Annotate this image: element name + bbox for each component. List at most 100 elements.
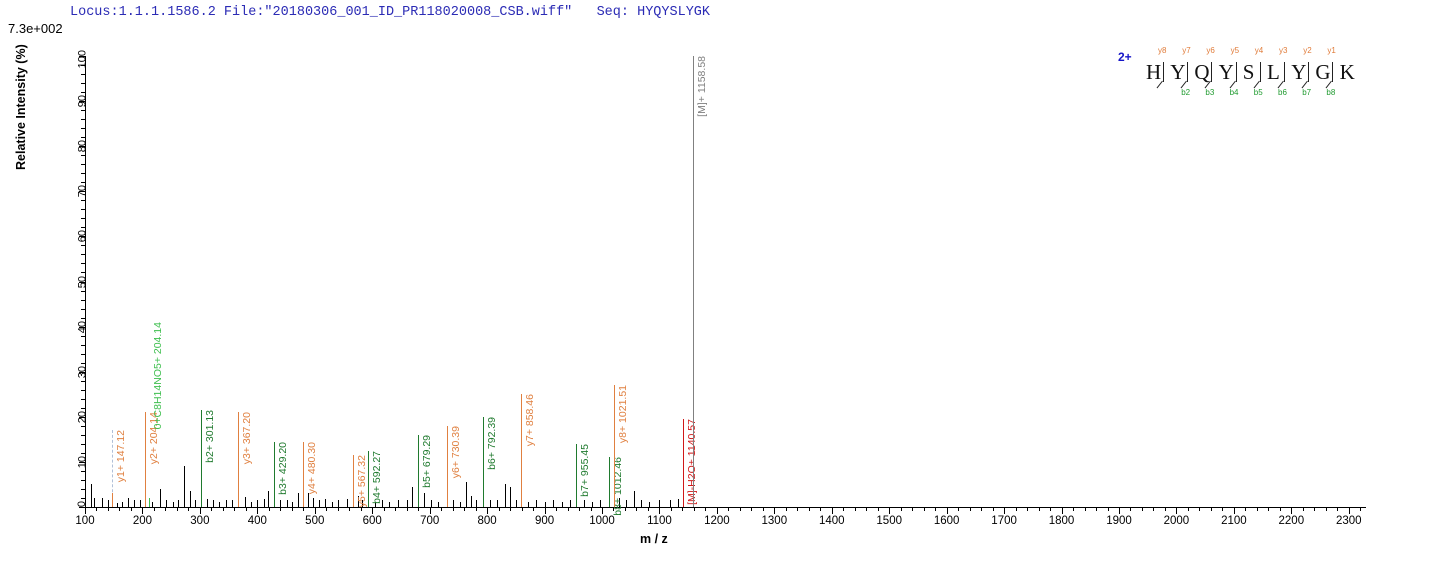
x-axis-tick-label: 1500 — [876, 515, 902, 527]
ladder-divider — [1163, 62, 1164, 82]
spectrum-peak — [225, 500, 227, 507]
x-axis-minor-tick — [1107, 507, 1109, 511]
spectrum-peak — [232, 500, 234, 507]
x-axis-minor-tick — [751, 507, 753, 511]
x-axis-minor-tick — [291, 507, 293, 511]
spectrum-peak-labeled — [682, 419, 684, 507]
spectrum-header: Locus:1.1.1.1586.2 File:"20180306_001_ID… — [70, 5, 711, 20]
x-axis-minor-tick — [693, 507, 695, 511]
y-axis-minor-tick — [81, 299, 85, 301]
x-axis-tick — [889, 507, 891, 514]
spectrum-peak — [121, 501, 123, 507]
spectrum-peak — [489, 500, 491, 507]
y-axis-tick-label: 40 — [76, 320, 88, 333]
x-axis-tick-label: 200 — [132, 515, 153, 527]
spectrum-peak — [398, 500, 400, 507]
x-axis-minor-tick — [349, 507, 351, 511]
x-axis-tick-label: 100 — [75, 515, 95, 527]
ladder-y-ion-label: y8 — [1158, 46, 1167, 55]
x-axis-minor-tick — [935, 507, 937, 511]
x-axis-minor-tick — [912, 507, 914, 511]
x-axis-minor-tick — [728, 507, 730, 511]
x-axis-minor-tick — [475, 507, 477, 511]
x-axis-minor-tick — [900, 507, 902, 511]
y-axis-minor-tick — [81, 155, 85, 157]
ladder-b-ion-label: b7 — [1302, 88, 1312, 97]
x-axis-tick-label: 400 — [247, 515, 267, 527]
x-axis-minor-tick — [820, 507, 822, 511]
x-axis-minor-tick — [992, 507, 994, 511]
spectrum-peak — [190, 491, 192, 507]
x-axis-minor-tick — [464, 507, 466, 511]
y-axis-tick-label: 20 — [76, 410, 88, 424]
y-axis-tick — [79, 191, 85, 193]
x-axis-tick — [716, 507, 718, 514]
x-axis-minor-tick — [119, 507, 121, 511]
x-axis-minor-tick — [280, 507, 282, 511]
ladder-divider — [1284, 62, 1285, 82]
x-axis-minor-tick — [981, 507, 983, 511]
x-axis-minor-tick — [521, 507, 523, 511]
x-axis-tick — [946, 507, 948, 514]
spectrum-peak — [313, 497, 315, 507]
max-intensity-label: 7.3e+002 — [8, 21, 63, 36]
ladder-residue: Q — [1194, 60, 1210, 84]
y-axis-minor-tick — [81, 479, 85, 481]
x-axis-tick — [1291, 507, 1293, 514]
x-axis-tick — [1233, 507, 1235, 514]
x-axis-minor-tick — [969, 507, 971, 511]
ladder-residue: H — [1146, 60, 1162, 84]
y-axis-minor-tick — [81, 398, 85, 400]
x-axis-minor-tick — [1337, 507, 1339, 511]
x-axis-minor-tick — [1027, 507, 1029, 511]
y-axis-title: Relative Intensity (%) — [14, 44, 28, 170]
y-axis-minor-tick — [81, 452, 85, 454]
y-axis-minor-tick — [81, 335, 85, 337]
spectrum-peak — [256, 500, 258, 507]
x-axis-minor-tick — [188, 507, 190, 511]
x-axis-minor-tick — [1210, 507, 1212, 511]
x-axis-minor-tick — [624, 507, 626, 511]
ladder-b-ion-label: b6 — [1278, 88, 1287, 97]
spectrum-peak — [357, 495, 359, 507]
spectrum-peak — [476, 500, 478, 507]
x-axis-tick — [544, 507, 546, 514]
peak-label: y4+ 480.30 — [306, 441, 319, 494]
x-axis-minor-tick — [1245, 507, 1247, 511]
peak-label: y3+ 367.20 — [241, 412, 254, 465]
spectrum-peak — [319, 500, 321, 507]
x-axis-minor-tick — [682, 507, 684, 511]
y-axis-minor-tick — [81, 182, 85, 184]
x-axis-minor-tick — [1314, 507, 1316, 511]
x-axis-tick — [1176, 507, 1178, 514]
x-axis-minor-tick — [1279, 507, 1281, 511]
spectrum-peak — [116, 502, 118, 507]
x-axis-minor-tick — [808, 507, 810, 511]
x-axis-minor-tick — [418, 507, 420, 511]
x-axis-minor-tick — [96, 507, 98, 511]
y-axis-tick — [79, 56, 85, 57]
spectrum-peak — [471, 495, 473, 507]
spectrum-peak — [591, 501, 593, 507]
x-axis-tick-label: 600 — [362, 515, 382, 527]
ladder-b-ion-label: b5 — [1253, 88, 1263, 97]
spectrum-peak — [134, 500, 136, 507]
spectrum-peak — [151, 501, 153, 507]
spectrum-peak — [90, 484, 92, 507]
precursor-charge-label: 2+ — [1118, 50, 1132, 64]
ladder-b-ion-label: b2 — [1181, 88, 1191, 97]
ladder-divider — [1211, 62, 1213, 82]
spectrum-peak — [389, 501, 391, 507]
ladder-residue: Y — [1291, 60, 1307, 84]
x-axis-minor-tick — [613, 507, 615, 511]
spectrum-peak-labeled — [353, 455, 355, 507]
x-axis-minor-tick — [958, 507, 960, 511]
ladder-y-ion-label: y4 — [1254, 46, 1264, 55]
x-axis-minor-tick — [153, 507, 155, 511]
peak-label: [M]-H2O+ 1140.57 — [685, 419, 698, 505]
x-axis-tick-label: 1400 — [818, 515, 845, 527]
spectrum-peak — [206, 498, 208, 507]
ladder-residue: G — [1315, 60, 1331, 84]
ladder-y-ion-label: y6 — [1206, 46, 1215, 55]
